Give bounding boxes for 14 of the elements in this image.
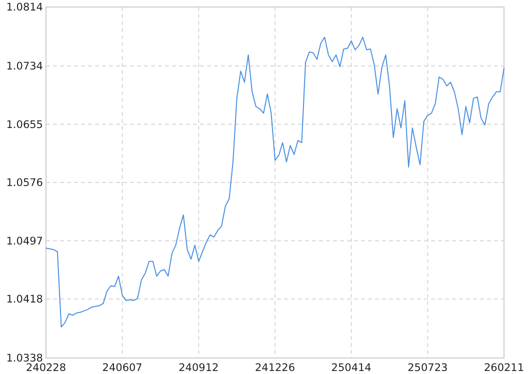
y-tick-label: 1.0655 bbox=[6, 118, 43, 131]
x-tick-label: 250414 bbox=[331, 362, 372, 374]
x-tick-label: 241226 bbox=[254, 362, 296, 374]
x-tick-label: 260211 bbox=[484, 362, 524, 374]
y-tick-label: 1.0418 bbox=[6, 294, 43, 306]
x-tick-label: 250723 bbox=[408, 362, 448, 374]
y-tick-label: 1.0576 bbox=[6, 177, 44, 190]
x-tick-label: 240607 bbox=[102, 362, 142, 374]
line-series bbox=[46, 36, 504, 328]
y-tick-label: 1.0497 bbox=[6, 235, 43, 248]
x-tick-label: 240228 bbox=[26, 362, 66, 374]
y-tick-label: 1.0814 bbox=[6, 2, 44, 14]
x-tick-label: 240912 bbox=[178, 362, 219, 374]
y-tick-label: 1.0734 bbox=[6, 60, 44, 73]
